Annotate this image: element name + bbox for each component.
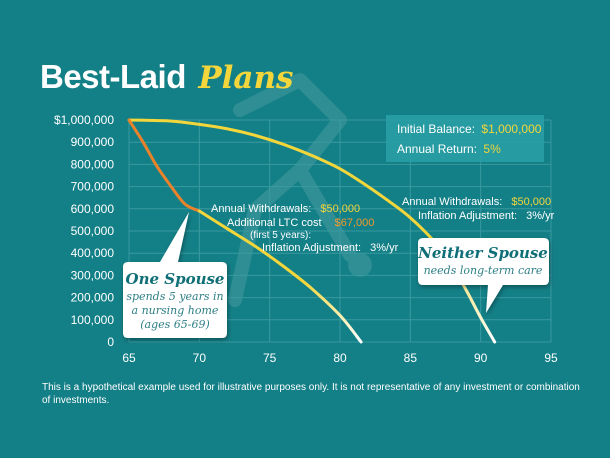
y-tick-label: 100,000	[71, 313, 115, 327]
y-tick-label: 200,000	[71, 291, 115, 305]
bubble-one-line-1: spends 5 years in	[126, 290, 223, 303]
y-tick-label: 0	[107, 335, 114, 349]
bubble-neither-spouse	[418, 238, 549, 313]
ann-one-withdraw-value: $50,000	[320, 203, 360, 215]
y-tick-label: 700,000	[71, 180, 115, 194]
annotation-neither-spouse: Annual Withdrawals: $50,000 Inflation Ad…	[402, 196, 555, 222]
bubble-neither-title: Neither Spouse	[417, 244, 548, 262]
x-tick-label: 85	[404, 351, 418, 365]
ann-neither-withdraw-label: Annual Withdrawals:	[402, 196, 502, 208]
title-part-1: Best-Laid	[40, 58, 186, 95]
series-line-one-spouse	[197, 209, 363, 344]
disclaimer-line-1: This is a hypothetical example used for …	[42, 382, 580, 393]
title-part-2: Plans	[197, 60, 293, 96]
ann-one-ltc-note: (first 5 years):	[250, 230, 311, 241]
ann-one-withdraw-label: Annual Withdrawals:	[211, 203, 311, 215]
series-line-one-spouse-ltc	[127, 118, 201, 213]
watermark-icon	[228, 73, 372, 307]
info-balance: Initial Balance: $1,000,000	[397, 122, 542, 136]
y-tick-label: 400,000	[71, 246, 115, 260]
ann-one-inflation: Inflation Adjustment: 3%/yr	[262, 242, 399, 254]
ann-neither-withdraw-value: $50,000	[511, 196, 551, 208]
y-tick-label: $1,000,000	[54, 113, 114, 127]
x-tick-label: 70	[193, 351, 207, 365]
ann-neither-inflation: Inflation Adjustment: 3%/yr	[418, 210, 555, 222]
annotation-one-spouse: Annual Withdrawals: $50,000 Additional L…	[211, 203, 399, 254]
ann-one-ltc-label: Additional LTC cost	[227, 217, 322, 229]
x-axis-ticks: 65 70 75 80 85 90 95	[122, 351, 558, 365]
y-tick-label: 300,000	[71, 268, 115, 282]
chart-title: Best-Laid Plans	[40, 58, 293, 96]
info-balance-label: Initial Balance:	[397, 122, 475, 136]
info-return-value: 5%	[483, 142, 501, 156]
info-return-label: Annual Return:	[397, 142, 477, 156]
x-tick-label: 75	[263, 351, 277, 365]
bubble-one-line-2: a nursing home	[132, 304, 219, 317]
bubble-one-line-3: (ages 65-69)	[140, 318, 210, 331]
x-tick-label: 90	[474, 351, 488, 365]
ann-one-withdraw: Annual Withdrawals: $50,000	[211, 203, 360, 215]
x-tick-label: 65	[122, 351, 136, 365]
y-tick-label: 500,000	[71, 224, 115, 238]
y-tick-label: 900,000	[71, 135, 115, 149]
grid	[128, 119, 552, 343]
ann-neither-withdraw: Annual Withdrawals: $50,000	[402, 196, 551, 208]
ann-one-ltc: Additional LTC cost $67,000	[227, 217, 374, 229]
info-balance-value: $1,000,000	[481, 122, 541, 136]
info-box: Initial Balance: $1,000,000 Annual Retur…	[386, 115, 544, 162]
ann-one-inflation-label: Inflation Adjustment:	[262, 242, 361, 254]
info-return: Annual Return: 5%	[397, 142, 501, 156]
bubble-neither-line-1: needs long-term care	[424, 264, 543, 277]
bubble-one-spouse	[123, 212, 227, 338]
ann-neither-inflation-label: Inflation Adjustment:	[418, 210, 517, 222]
info-box-bg	[386, 115, 544, 162]
y-tick-label: 800,000	[71, 157, 115, 171]
x-tick-label: 95	[544, 351, 558, 365]
x-tick-label: 80	[333, 351, 347, 365]
ann-one-inflation-value: 3%/yr	[370, 242, 398, 254]
bubble-one-title: One Spouse	[126, 270, 225, 288]
ann-one-ltc-value: $67,000	[335, 217, 375, 229]
y-axis-ticks: $1,000,000 900,000 800,000 700,000 600,000 50…	[54, 113, 114, 349]
y-tick-label: 600,000	[71, 202, 115, 216]
ann-neither-inflation-value: 3%/yr	[526, 210, 554, 222]
disclaimer-line-2: of investments.	[42, 395, 109, 406]
